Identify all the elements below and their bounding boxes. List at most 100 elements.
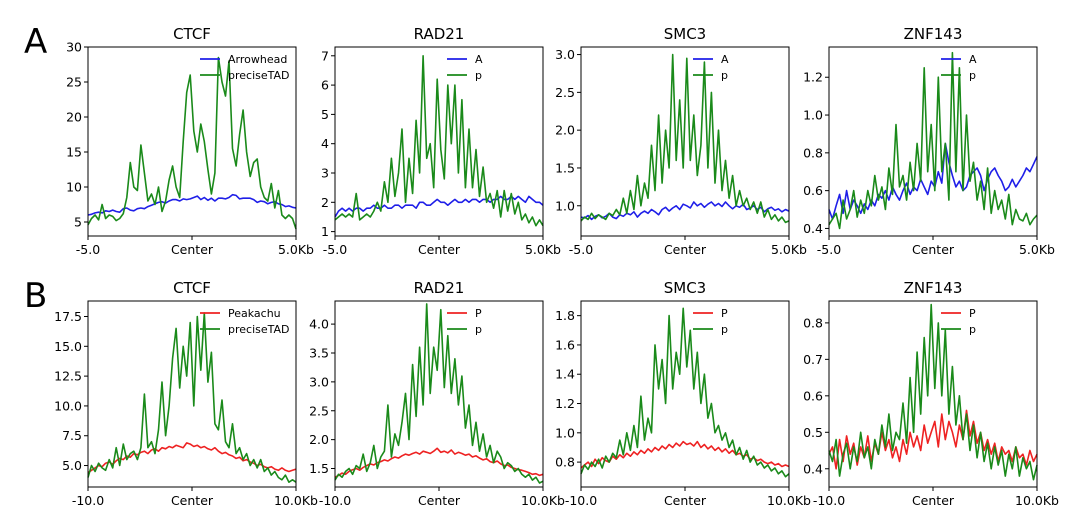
x-tick-label: Center	[171, 242, 214, 257]
chart-panel-znf143-b: ZNF143 0.4 0.5 0.6 0.7 0.8 -10.0 Center 10.0Kb Pp	[803, 279, 1059, 508]
series-line-arrowhead	[87, 193, 297, 216]
y-tick-label: 1.5	[555, 160, 575, 175]
legend-label: p	[969, 69, 976, 82]
series-line-a	[334, 195, 544, 218]
legend-label: A	[721, 53, 729, 66]
y-tick-label: 1.2	[803, 70, 823, 85]
chart-panel-rad21-a: RAD21 1 2 3 4 5 6 7 -5.0 Center 5.0Kb Ap	[321, 25, 561, 257]
chart-panel-smc3-b: SMC3 0.8 1.0 1.2 1.4 1.6 1.8 -10.0 Center 10.0Kb P…	[555, 279, 811, 508]
y-tick-label: 2	[321, 195, 329, 210]
y-tick-label: 10	[66, 180, 82, 195]
y-tick-label: 4	[321, 136, 329, 151]
series-line-p	[334, 303, 544, 484]
series-line-a	[828, 142, 1038, 220]
y-tick-label: 0.4	[803, 461, 823, 476]
x-tick-label: Center	[171, 493, 214, 508]
plot-frame	[580, 46, 790, 237]
y-tick-label: 1.8	[555, 308, 575, 323]
y-tick-label: 3	[321, 166, 329, 181]
y-tick-label: 17.5	[54, 309, 82, 324]
x-tick-label: 5.0Kb	[771, 242, 807, 257]
chart-title: SMC3	[664, 25, 706, 43]
y-tick-label: 1.6	[555, 337, 575, 352]
series-line-precisetad	[87, 312, 297, 484]
y-tick-label: 0.4	[803, 221, 823, 236]
y-tick-label: 2.0	[555, 123, 575, 138]
y-tick-label: 0.8	[803, 315, 823, 330]
legend-label: Peakachu	[228, 307, 281, 320]
chart-title: CTCF	[173, 25, 211, 43]
y-tick-label: 0.6	[803, 183, 823, 198]
x-tick-label: 5.0Kb	[1019, 242, 1055, 257]
series-line-precisetad	[87, 56, 297, 230]
chart-panel-rad21-b: RAD21 1.5 2.0 2.5 3.0 3.5 4.0 -10.0 Center 10.0Kb…	[309, 279, 565, 508]
series-line-p	[334, 54, 544, 227]
legend-label: p	[721, 323, 728, 336]
y-tick-label: 0.5	[803, 425, 823, 440]
legend-label: A	[475, 53, 483, 66]
chart-panel-smc3-a: SMC3 1.0 1.5 2.0 2.5 3.0 -5.0 Center 5.0Kb Ap	[555, 25, 807, 257]
chart-title: CTCF	[173, 279, 211, 297]
chart-panel-ctcf-b: CTCF 5.0 7.5 10.0 12.5 15.0 17.5 -10.0 Center 10.…	[54, 279, 318, 508]
y-tick-label: 7.5	[62, 428, 82, 443]
chart-title: ZNF143	[904, 25, 963, 43]
y-tick-label: 0.8	[803, 145, 823, 160]
series-line-p	[580, 307, 790, 478]
x-tick-label: -10.0	[813, 493, 845, 508]
x-tick-label: 5.0Kb	[525, 242, 561, 257]
y-tick-label: 3.0	[555, 47, 575, 62]
x-tick-label: Center	[418, 493, 461, 508]
y-tick-label: 1.0	[555, 198, 575, 213]
y-tick-label: 0.6	[803, 388, 823, 403]
y-tick-label: 1.4	[555, 367, 575, 382]
chart-title: SMC3	[664, 279, 706, 297]
x-tick-label: -10.0	[72, 493, 104, 508]
legend-label: preciseTAD	[228, 323, 290, 336]
x-tick-label: -10.0	[565, 493, 597, 508]
x-tick-label: 10.0Kb	[767, 493, 811, 508]
legend-label: P	[969, 307, 976, 320]
row-label-b: B	[24, 276, 47, 316]
y-tick-label: 6	[321, 78, 329, 93]
y-tick-label: 20	[66, 110, 82, 125]
y-tick-label: 5	[321, 107, 329, 122]
y-tick-label: 10.0	[54, 398, 82, 413]
x-tick-label: -5.0	[76, 242, 100, 257]
row-label-a: A	[24, 22, 47, 62]
series-line-p	[828, 51, 1038, 230]
y-tick-label: 15.0	[54, 339, 82, 354]
legend-label: p	[969, 323, 976, 336]
chart-title: RAD21	[414, 279, 465, 297]
chart-panel-ctcf-a: CTCF 5 10 15 20 25 30 -5.0 Center 5.0Kb Arrowhead p…	[66, 25, 314, 257]
legend-label: A	[969, 53, 977, 66]
x-tick-label: Center	[912, 493, 955, 508]
legend-label: p	[475, 323, 482, 336]
x-tick-label: 5.0Kb	[278, 242, 314, 257]
x-tick-label: 10.0Kb	[1015, 493, 1059, 508]
x-tick-label: -10.0	[319, 493, 351, 508]
x-tick-label: 10.0Kb	[274, 493, 318, 508]
x-tick-label: Center	[912, 242, 955, 257]
y-tick-label: 1.0	[555, 425, 575, 440]
legend-label: P	[721, 307, 728, 320]
legend-label: Arrowhead	[228, 53, 287, 66]
x-tick-label: -5.0	[817, 242, 841, 257]
chart-title: ZNF143	[904, 279, 963, 297]
y-tick-label: 1.2	[555, 396, 575, 411]
x-tick-label: -5.0	[323, 242, 347, 257]
y-tick-label: 7	[321, 48, 329, 63]
legend-label: p	[475, 69, 482, 82]
y-tick-label: 3.0	[309, 374, 329, 389]
y-tick-label: 25	[66, 75, 82, 90]
y-tick-label: 15	[66, 145, 82, 160]
x-tick-label: -5.0	[569, 242, 593, 257]
y-tick-label: 1	[321, 224, 329, 239]
series-line-p	[828, 303, 1038, 481]
x-tick-label: Center	[418, 242, 461, 257]
chart-title: RAD21	[414, 25, 465, 43]
series-line-p	[334, 447, 544, 478]
y-tick-label: 5.0	[62, 458, 82, 473]
chart-panel-znf143-a: ZNF143 0.4 0.6 0.8 1.0 1.2 -5.0 Center 5.0Kb Ap	[803, 25, 1055, 257]
